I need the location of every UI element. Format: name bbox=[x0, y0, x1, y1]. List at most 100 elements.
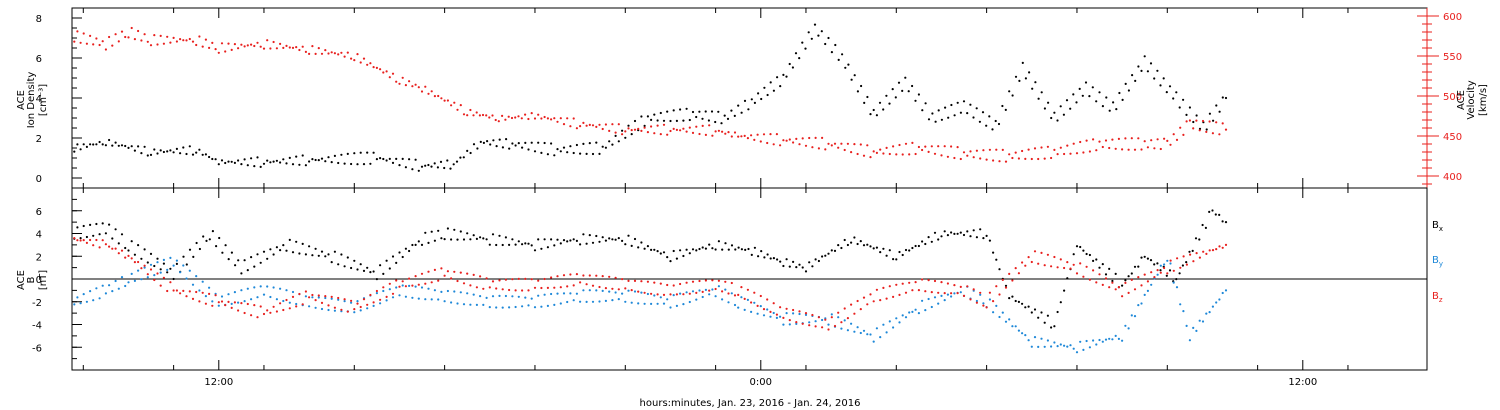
data-point bbox=[901, 314, 904, 317]
data-point bbox=[575, 292, 579, 295]
data-point bbox=[385, 299, 388, 302]
data-point bbox=[1030, 311, 1033, 314]
data-point bbox=[585, 152, 588, 155]
data-point bbox=[237, 259, 240, 262]
data-point bbox=[388, 267, 391, 270]
data-point bbox=[853, 312, 856, 315]
data-point bbox=[904, 291, 908, 294]
data-point bbox=[975, 301, 979, 304]
data-point bbox=[269, 161, 272, 164]
data-point bbox=[182, 289, 185, 292]
data-point bbox=[927, 150, 930, 153]
data-point bbox=[1063, 289, 1066, 292]
data-point bbox=[672, 284, 675, 287]
x-axis-title: hours:minutes, Jan. 23, 2016 - Jan. 24, … bbox=[640, 398, 861, 409]
data-point bbox=[346, 51, 349, 54]
legend-bz: Bz bbox=[1432, 291, 1443, 304]
data-point bbox=[995, 304, 998, 307]
data-point bbox=[601, 275, 604, 278]
data-point bbox=[1143, 273, 1146, 276]
data-point bbox=[250, 298, 253, 301]
data-point bbox=[246, 44, 249, 47]
data-point bbox=[972, 288, 975, 291]
data-point bbox=[792, 312, 795, 315]
data-point bbox=[1121, 284, 1124, 287]
data-point bbox=[337, 296, 340, 300]
data-point bbox=[627, 234, 630, 237]
data-point bbox=[272, 160, 275, 163]
data-point bbox=[459, 291, 462, 294]
data-point bbox=[650, 302, 653, 305]
data-point bbox=[637, 246, 640, 249]
data-point bbox=[437, 229, 440, 232]
data-point bbox=[1218, 110, 1221, 113]
data-point bbox=[879, 336, 882, 339]
data-point bbox=[224, 304, 227, 307]
data-point bbox=[511, 142, 514, 145]
data-point bbox=[214, 158, 217, 161]
data-point bbox=[769, 81, 772, 84]
data-point bbox=[992, 300, 995, 303]
data-point bbox=[76, 296, 79, 299]
data-point bbox=[1124, 137, 1127, 140]
data-point bbox=[1133, 315, 1137, 318]
data-point bbox=[869, 113, 872, 116]
data-point bbox=[166, 35, 169, 38]
data-point bbox=[1027, 148, 1030, 151]
data-point bbox=[969, 150, 972, 153]
data-point bbox=[856, 242, 859, 246]
data-point bbox=[650, 125, 653, 128]
data-point bbox=[382, 286, 385, 289]
data-point bbox=[156, 272, 159, 275]
data-point bbox=[1159, 264, 1162, 267]
data-point bbox=[362, 269, 366, 272]
data-point bbox=[291, 251, 295, 254]
data-point bbox=[956, 232, 959, 235]
data-point bbox=[659, 282, 662, 285]
data-point bbox=[643, 124, 646, 127]
data-point bbox=[682, 293, 685, 296]
data-point bbox=[1218, 213, 1221, 216]
data-point bbox=[346, 256, 349, 259]
data-point bbox=[1008, 90, 1011, 93]
data-point bbox=[479, 140, 482, 143]
data-point bbox=[275, 159, 278, 162]
data-point bbox=[127, 254, 130, 257]
data-point bbox=[301, 242, 304, 245]
data-point bbox=[724, 132, 727, 135]
data-point bbox=[359, 305, 362, 309]
data-point bbox=[1095, 343, 1098, 346]
data-point bbox=[724, 280, 727, 283]
data-point bbox=[588, 274, 591, 277]
data-point bbox=[191, 153, 195, 156]
data-point bbox=[817, 316, 821, 319]
data-point bbox=[1178, 272, 1181, 275]
data-point bbox=[295, 46, 298, 49]
data-point bbox=[982, 237, 985, 240]
data-point bbox=[624, 300, 627, 303]
data-point bbox=[744, 248, 747, 251]
data-point bbox=[814, 325, 817, 328]
data-point bbox=[320, 307, 324, 311]
data-point bbox=[559, 286, 562, 289]
data-point bbox=[1218, 245, 1221, 248]
data-point bbox=[992, 251, 995, 254]
data-point bbox=[727, 301, 730, 304]
data-point bbox=[472, 293, 475, 296]
data-point bbox=[388, 282, 391, 285]
data-point bbox=[462, 282, 466, 285]
data-point bbox=[317, 47, 320, 50]
data-point bbox=[1008, 318, 1011, 321]
data-point bbox=[82, 143, 85, 146]
data-point bbox=[904, 142, 908, 145]
data-point bbox=[337, 263, 340, 266]
data-point bbox=[933, 296, 937, 299]
data-point bbox=[727, 248, 730, 251]
data-point bbox=[208, 286, 211, 289]
data-point bbox=[1095, 149, 1098, 152]
data-point bbox=[124, 256, 127, 259]
data-point bbox=[140, 39, 143, 42]
data-point bbox=[124, 284, 127, 288]
data-point bbox=[1095, 281, 1098, 284]
data-point bbox=[882, 323, 885, 326]
